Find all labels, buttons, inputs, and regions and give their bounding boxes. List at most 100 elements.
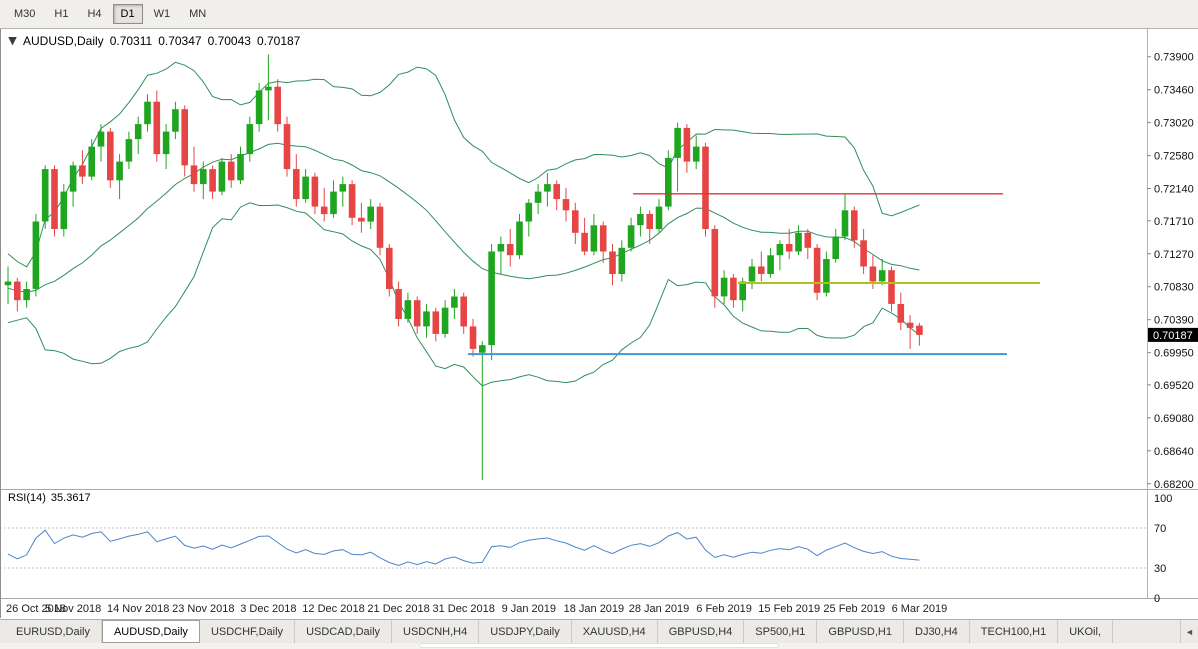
candle <box>348 180 356 226</box>
chart-low-value: 0.70043 <box>207 34 251 48</box>
chart-symbol-label: AUDUSD,Daily <box>23 34 104 48</box>
candle <box>488 244 495 361</box>
chart-marker-icon <box>8 36 17 46</box>
chart-tab-ukoil[interactable]: UKOil, <box>1058 620 1113 643</box>
chart-open-value: 0.70311 <box>109 34 153 48</box>
candle <box>795 225 802 256</box>
chart-tab-audusd-daily[interactable]: AUDUSD,Daily <box>101 620 200 643</box>
candle <box>776 240 784 271</box>
candle <box>599 221 607 263</box>
timeframe-button-h4[interactable]: H4 <box>87 8 102 20</box>
rsi-axis-label: 30 <box>1154 563 1166 575</box>
candle <box>572 202 579 245</box>
chart-title: AUDUSD,Daily 0.70311 0.70347 0.70043 0.7… <box>8 34 300 48</box>
price-axis-label: 0.73460 <box>1154 85 1194 97</box>
candle <box>823 251 830 297</box>
date-label: 18 Jan 2019 <box>563 603 625 615</box>
chart-tab-usdchf-daily[interactable]: USDCHF,Daily <box>200 620 296 643</box>
tab-scroll-left-icon[interactable]: ◄ <box>1180 620 1198 643</box>
candle <box>413 296 421 334</box>
current-price-badge: 0.70187 <box>1148 327 1198 342</box>
chart-tab-usdcad-daily[interactable]: USDCAD,Daily <box>295 620 393 643</box>
candle <box>469 318 477 357</box>
chart-tab-dj30-h4[interactable]: DJ30,H4 <box>904 620 970 643</box>
date-label: 31 Dec 2018 <box>432 603 495 615</box>
price-chart[interactable]: 0.73900 0.73460 0.73020 0.72580 0.72140 0.717… <box>0 29 1198 489</box>
price-axis-label: 0.69950 <box>1154 348 1194 360</box>
chart-tab-usdjpy-daily[interactable]: USDJPY,Daily <box>479 620 572 643</box>
taskbar-pill <box>419 643 779 648</box>
bottom-strip <box>0 643 1198 649</box>
candle <box>758 251 765 282</box>
timeframe-button-d1[interactable]: D1 <box>112 4 143 24</box>
candle <box>813 244 821 301</box>
timeframe-button-m30[interactable]: M30 <box>14 8 36 20</box>
rsi-name: RSI(14) <box>8 492 46 504</box>
timeframe-button-h1[interactable]: H1 <box>54 8 69 20</box>
candle <box>479 341 486 481</box>
candle <box>785 229 793 259</box>
candle <box>674 122 681 192</box>
candle <box>88 139 95 181</box>
chart-tab-tech100-h1[interactable]: TECH100,H1 <box>970 620 1059 643</box>
candle <box>451 288 458 319</box>
candle <box>181 105 188 177</box>
chart-tab-usdcnh-h4[interactable]: USDCNH,H4 <box>392 620 480 643</box>
timeframe-toolbar: M30 H1 H4 D1 W1 MN <box>0 0 1198 29</box>
candle <box>172 101 179 140</box>
candle <box>544 172 551 207</box>
candle <box>730 273 737 308</box>
chart-tab-sp500-h1[interactable]: SP500,H1 <box>744 620 818 643</box>
candle <box>41 165 49 230</box>
price-axis-label: 0.70830 <box>1154 282 1194 294</box>
candle <box>237 146 244 185</box>
price-axis-label: 0.73900 <box>1154 52 1194 64</box>
bollinger-upper-line <box>7 61 920 268</box>
candle <box>832 229 839 263</box>
candle <box>562 187 570 222</box>
candle <box>441 300 449 338</box>
candle <box>804 229 812 259</box>
candle <box>79 150 86 185</box>
chart-tab-xauusd-h4[interactable]: XAUUSD,H4 <box>572 620 658 643</box>
candle <box>841 193 849 241</box>
candle <box>376 202 384 256</box>
candle <box>227 154 235 188</box>
candle <box>888 266 895 312</box>
candle <box>748 259 756 289</box>
candle <box>637 206 644 237</box>
candle <box>265 54 272 121</box>
candle <box>330 180 337 218</box>
bollinger-middle-line <box>7 142 920 293</box>
candle <box>162 124 170 170</box>
candle <box>711 225 719 308</box>
candle <box>367 199 374 230</box>
candle <box>386 244 393 297</box>
chart-tab-eurusd-daily[interactable]: EURUSD,Daily <box>5 620 102 643</box>
candle <box>302 169 309 203</box>
candle <box>395 281 402 327</box>
candle <box>116 154 123 200</box>
chart-tab-gbpusd-h1[interactable]: GBPUSD,H1 <box>817 620 904 643</box>
candle <box>320 187 328 222</box>
candle <box>144 94 151 132</box>
candle <box>404 292 412 323</box>
price-axis-label: 0.73020 <box>1154 118 1194 130</box>
candle <box>51 165 58 237</box>
candle <box>646 210 653 245</box>
date-label: 21 Dec 2018 <box>367 603 430 615</box>
timeframe-button-w1[interactable]: W1 <box>153 8 171 20</box>
candle <box>283 116 291 177</box>
date-label: 15 Feb 2019 <box>758 603 821 615</box>
timeframe-button-mn[interactable]: MN <box>189 8 207 20</box>
chart-tab-gbpusd-h4[interactable]: GBPUSD,H4 <box>658 620 745 643</box>
price-axis-label: 0.71710 <box>1154 216 1194 228</box>
candle <box>534 184 542 215</box>
candle <box>125 131 133 170</box>
price-axis-label: 0.68640 <box>1154 446 1194 458</box>
date-label: 12 Dec 2018 <box>302 603 365 615</box>
rsi-panel[interactable]: 100 70 30 0 <box>0 489 1198 609</box>
candle <box>246 116 254 162</box>
candle <box>190 146 198 192</box>
window-left-border <box>0 29 1 618</box>
